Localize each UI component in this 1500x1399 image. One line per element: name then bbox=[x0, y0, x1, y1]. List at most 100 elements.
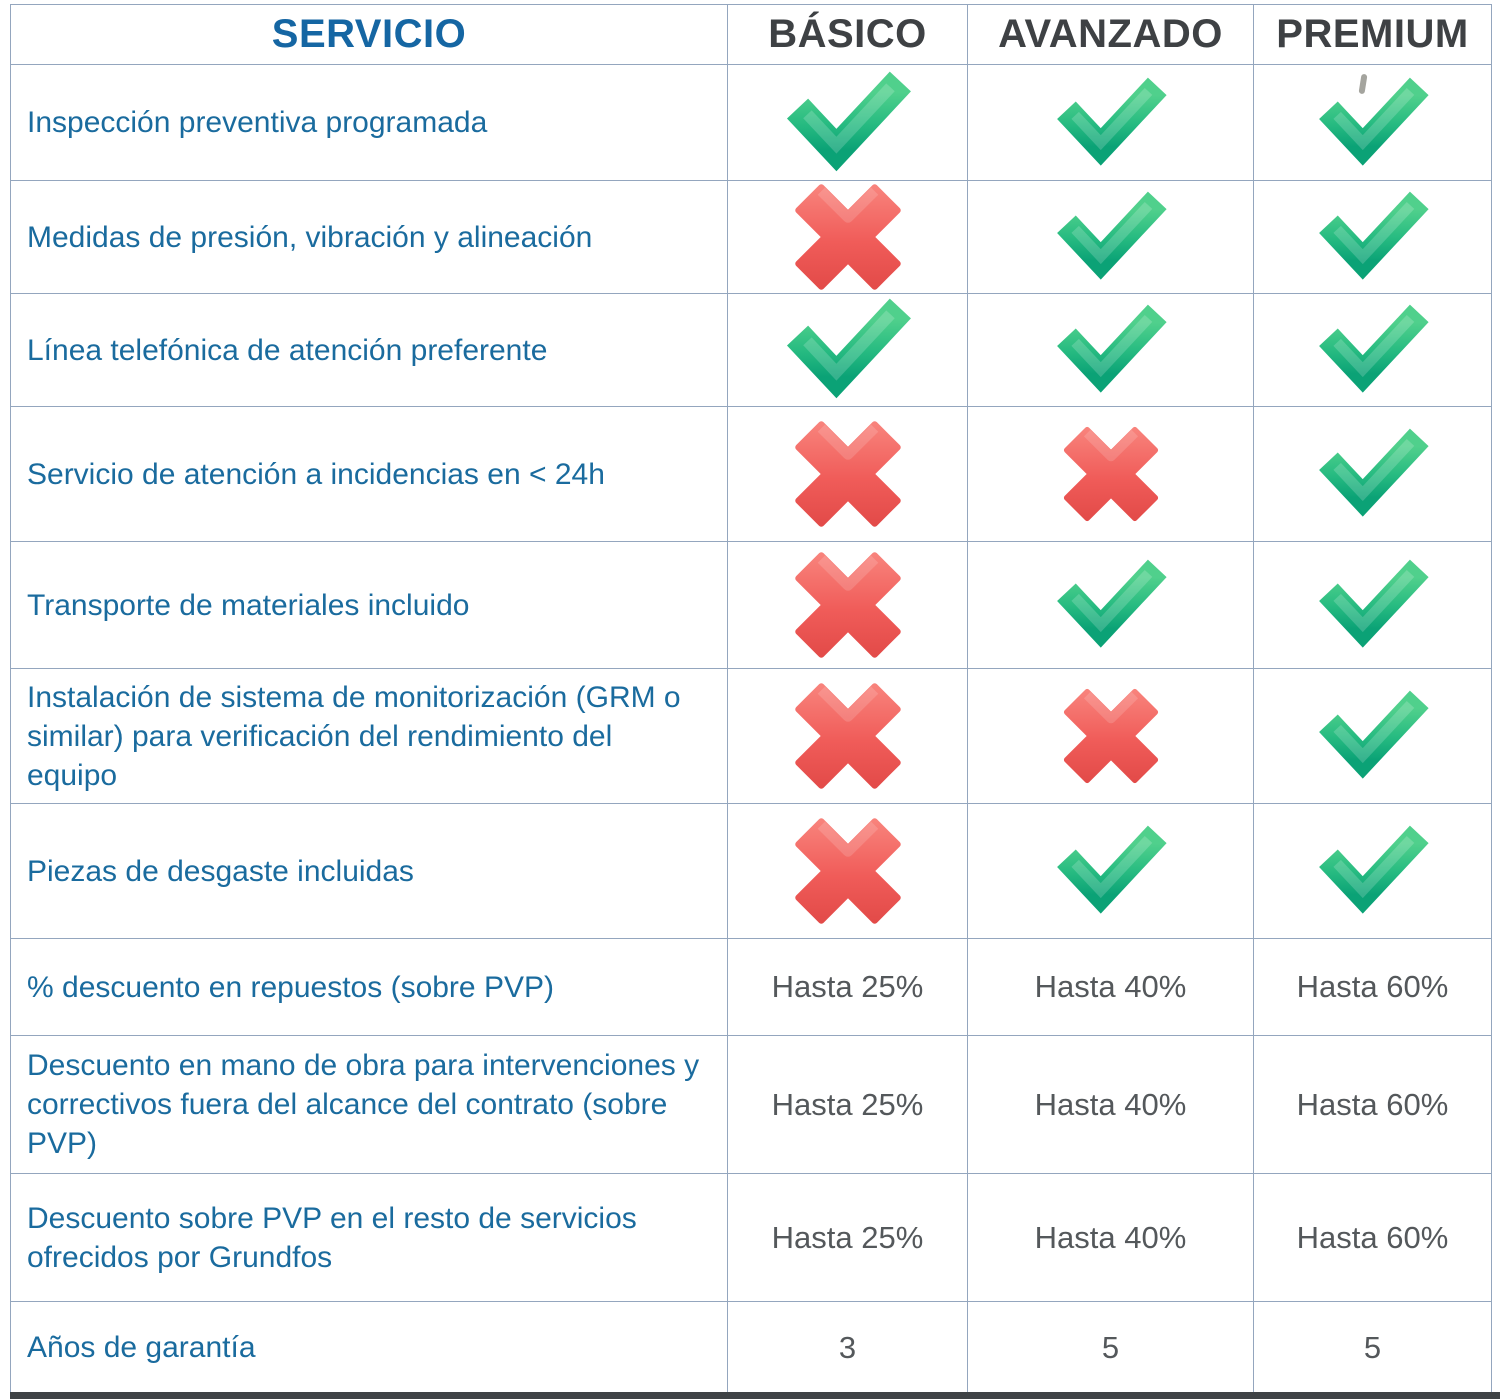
plan-value-text: Hasta 40% bbox=[1034, 1219, 1187, 1255]
plan-value-text: Hasta 40% bbox=[1034, 1086, 1187, 1122]
table-row: Medidas de presión, vibración y alineaci… bbox=[10, 180, 1492, 294]
included-cell bbox=[967, 293, 1254, 407]
service-label-text: Servicio de atención a incidencias en < … bbox=[27, 457, 605, 491]
plan-value-text: Hasta 60% bbox=[1296, 1086, 1449, 1122]
check-icon bbox=[1053, 300, 1169, 400]
table-row: Descuento en mano de obra para intervenc… bbox=[10, 1035, 1492, 1174]
plan-value-cell: Hasta 60% bbox=[1253, 1173, 1492, 1302]
table-row: % descuento en repuestos (sobre PVP) Hast… bbox=[10, 938, 1492, 1036]
cross-icon bbox=[774, 680, 922, 792]
check-icon bbox=[1053, 73, 1169, 173]
plan-value-text: 3 bbox=[838, 1329, 857, 1365]
check-icon bbox=[1315, 73, 1431, 173]
included-cell bbox=[727, 293, 968, 407]
check-icon bbox=[1315, 821, 1431, 921]
plan-value-text: Hasta 60% bbox=[1296, 969, 1449, 1004]
plan-value-cell: Hasta 25% bbox=[727, 1035, 968, 1174]
service-label-cell: Transporte de materiales incluido bbox=[10, 541, 728, 669]
included-cell bbox=[1253, 668, 1492, 804]
table-row: Descuento sobre PVP en el resto de servi… bbox=[10, 1173, 1492, 1302]
service-label-text: Piezas de desgaste incluidas bbox=[27, 854, 414, 888]
check-icon bbox=[774, 67, 922, 179]
service-comparison-table-container: SERVICIO BÁSICO AVANZADO PREMIUM Inspecc… bbox=[10, 4, 1492, 1394]
service-comparison-table: SERVICIO BÁSICO AVANZADO PREMIUM Inspecc… bbox=[10, 4, 1492, 1394]
included-cell bbox=[1253, 180, 1492, 294]
column-header-premium: PREMIUM bbox=[1253, 4, 1492, 65]
included-cell bbox=[1253, 64, 1492, 181]
column-header-servicio: SERVICIO bbox=[10, 4, 728, 65]
cross-icon bbox=[774, 181, 922, 293]
service-label-text: Línea telefónica de atención preferente bbox=[27, 333, 548, 367]
table-row: Años de garantía 3 5 5 bbox=[10, 1301, 1492, 1394]
included-cell bbox=[967, 180, 1254, 294]
service-label-text: Instalación de sistema de monitorización… bbox=[27, 680, 681, 792]
service-label-cell: Descuento en mano de obra para intervenc… bbox=[10, 1035, 728, 1174]
cross-icon bbox=[774, 418, 922, 530]
included-cell bbox=[1253, 541, 1492, 669]
table-row: Servicio de atención a incidencias en < … bbox=[10, 406, 1492, 542]
service-label-cell: Inspección preventiva programada bbox=[10, 64, 728, 181]
plan-value-cell: Hasta 60% bbox=[1253, 1035, 1492, 1174]
check-icon bbox=[1053, 187, 1169, 287]
plan-value-text: Hasta 25% bbox=[771, 1086, 924, 1122]
service-label-text: Transporte de materiales incluido bbox=[27, 588, 470, 622]
service-label-text: Inspección preventiva programada bbox=[27, 106, 488, 139]
service-label-text: Descuento sobre PVP en el resto de servi… bbox=[27, 1201, 637, 1274]
service-label-text: Descuento en mano de obra para intervenc… bbox=[27, 1049, 700, 1160]
included-cell bbox=[1253, 803, 1492, 939]
check-icon bbox=[1315, 555, 1431, 655]
plan-value-cell: 3 bbox=[727, 1301, 968, 1394]
included-cell bbox=[1253, 406, 1492, 542]
plan-value-cell: Hasta 60% bbox=[1253, 938, 1492, 1036]
table-row: Línea telefónica de atención preferente bbox=[10, 293, 1492, 407]
included-cell bbox=[967, 64, 1254, 181]
service-label-cell: Servicio de atención a incidencias en < … bbox=[10, 406, 728, 542]
plan-value-text: Hasta 40% bbox=[1034, 969, 1187, 1004]
service-label-text: % descuento en repuestos (sobre PVP) bbox=[27, 970, 554, 1004]
service-label-cell: Piezas de desgaste incluidas bbox=[10, 803, 728, 939]
plan-value-cell: 5 bbox=[1253, 1301, 1492, 1394]
plan-value-cell: 5 bbox=[967, 1301, 1254, 1394]
plan-value-cell: Hasta 40% bbox=[967, 1173, 1254, 1302]
plan-value-cell: Hasta 25% bbox=[727, 938, 968, 1036]
not-included-cell bbox=[967, 668, 1254, 804]
column-header-avanzado: AVANZADO bbox=[967, 4, 1254, 65]
plan-value-cell: Hasta 40% bbox=[967, 1035, 1254, 1174]
service-label-text: Años de garantía bbox=[27, 1331, 256, 1364]
not-included-cell bbox=[727, 668, 968, 804]
check-icon bbox=[1315, 187, 1431, 287]
table-row: Instalación de sistema de monitorización… bbox=[10, 668, 1492, 804]
header-row: SERVICIO BÁSICO AVANZADO PREMIUM bbox=[10, 4, 1492, 65]
bottom-border-bar bbox=[10, 1392, 1500, 1399]
service-label-cell: Instalación de sistema de monitorización… bbox=[10, 668, 728, 804]
table-row: Inspección preventiva programada bbox=[10, 64, 1492, 181]
not-included-cell bbox=[727, 406, 968, 542]
not-included-cell bbox=[727, 541, 968, 669]
not-included-cell bbox=[727, 180, 968, 294]
table-row: Transporte de materiales incluido bbox=[10, 541, 1492, 669]
service-label-text: Medidas de presión, vibración y alineaci… bbox=[27, 220, 593, 254]
plan-value-cell: Hasta 25% bbox=[727, 1173, 968, 1302]
not-included-cell bbox=[967, 406, 1254, 542]
check-icon bbox=[1315, 300, 1431, 400]
table-row: Piezas de desgaste incluidas bbox=[10, 803, 1492, 939]
plan-value-cell: Hasta 40% bbox=[967, 938, 1254, 1036]
service-label-cell: Descuento sobre PVP en el resto de servi… bbox=[10, 1173, 728, 1302]
cross-icon bbox=[774, 815, 922, 927]
check-icon bbox=[1315, 424, 1431, 524]
check-icon bbox=[774, 294, 922, 406]
check-icon bbox=[1315, 686, 1431, 786]
check-icon bbox=[1053, 555, 1169, 655]
cross-icon bbox=[774, 549, 922, 661]
service-label-cell: Años de garantía bbox=[10, 1301, 728, 1394]
service-label-cell: Línea telefónica de atención preferente bbox=[10, 293, 728, 407]
included-cell bbox=[1253, 293, 1492, 407]
cross-icon bbox=[1053, 424, 1169, 524]
plan-value-text: 5 bbox=[1363, 1329, 1382, 1365]
plan-value-text: 5 bbox=[1101, 1329, 1120, 1365]
check-icon bbox=[1053, 821, 1169, 921]
included-cell bbox=[727, 64, 968, 181]
not-included-cell bbox=[727, 803, 968, 939]
column-header-basico: BÁSICO bbox=[727, 4, 968, 65]
service-label-cell: Medidas de presión, vibración y alineaci… bbox=[10, 180, 728, 294]
